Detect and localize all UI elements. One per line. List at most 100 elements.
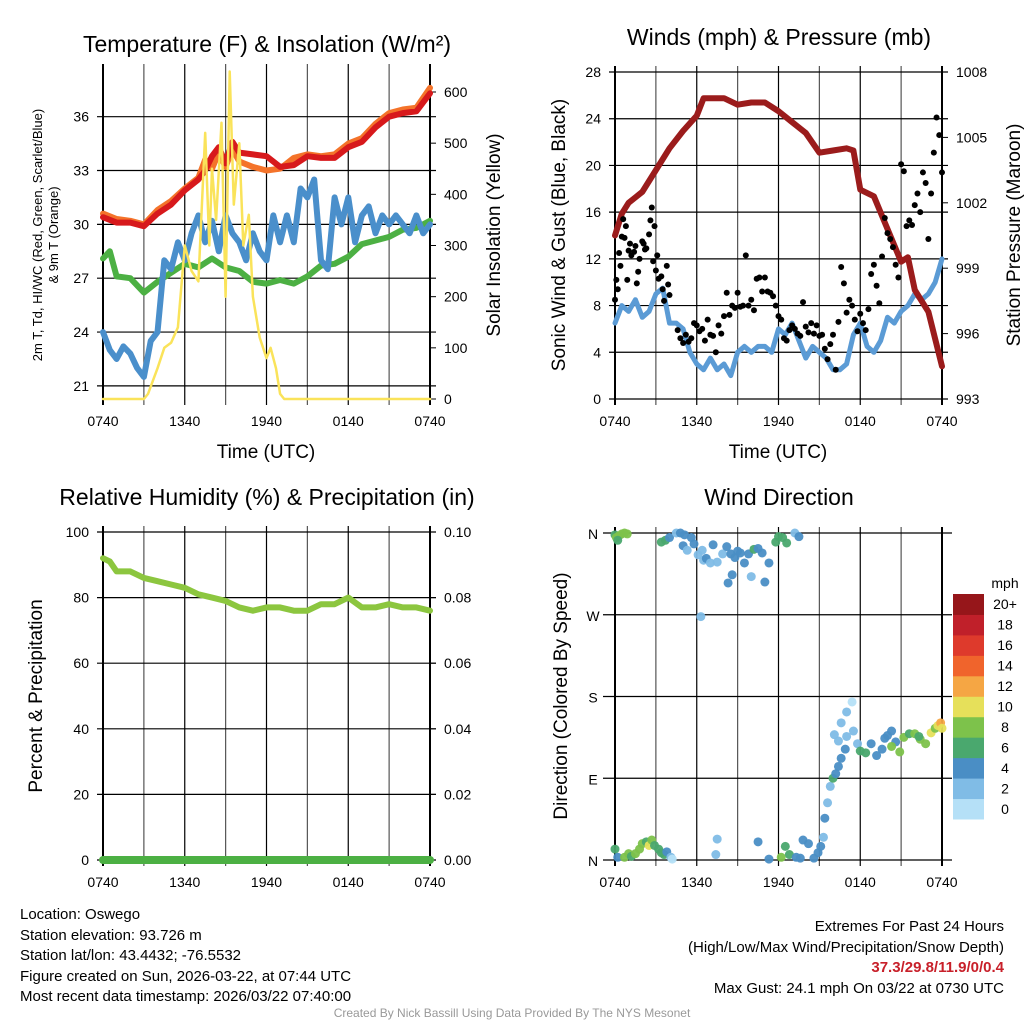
gust-point [909,221,916,228]
gust-point [830,331,836,338]
max-gust-text: Max Gust: 24.1 mph On 03/22 at 0730 UTC [713,979,1004,997]
y-axis-label-direction: Direction (Colored By Speed) [551,572,572,819]
x-tick-label: 0740 [926,413,957,429]
colorbar-label: 20+ [993,596,1017,612]
gust-point [832,366,839,373]
gust-point [616,250,623,257]
y2-tick-label: 999 [956,260,980,276]
y-tick-label: N [588,526,598,542]
gust-point [704,316,711,323]
direction-point [656,537,666,547]
gust-point [654,252,661,259]
y-tick-label: 8 [593,298,601,314]
x-axis-label-temperature: Time (UTC) [217,442,316,463]
y2-tick-label: 500 [444,135,468,151]
gust-point [914,190,921,197]
gust-point [824,356,831,363]
gust-point [731,304,738,311]
gust-point [620,216,627,223]
colorbar-label: 0 [1001,801,1009,817]
gust-point [859,320,866,327]
y2-tick-label: 0.02 [444,786,471,802]
gust-point [693,322,700,329]
y-tick-label: 24 [73,324,89,340]
y-tick-label: 60 [73,655,89,671]
gust-point [881,214,888,221]
gust-point [658,273,665,280]
colorbar-bin [953,634,984,656]
y-tick-label: 36 [73,109,89,125]
gust-point [740,302,747,309]
colorbar-bin [953,757,984,779]
y-tick-label: N [588,853,598,869]
direction-point [842,707,852,717]
y-axis-label-humidity: Percent & Precipitation [26,599,47,792]
x-tick-label: 1340 [681,413,712,429]
gust-point [659,286,666,293]
direction-point [861,748,871,758]
direction-point [816,841,826,851]
direction-point [937,723,947,733]
series-line-solar-insolation [101,70,432,401]
gust-point [900,168,907,175]
gust-point [876,300,883,307]
gust-point [906,217,913,224]
y-tick-label: 0 [593,391,601,407]
chart-title-temperature: Temperature (F) & Insolation (W/m²) [83,31,451,57]
gust-point [802,323,809,330]
x-tick-label: 0140 [333,413,364,429]
y2-tick-label: 300 [444,238,468,254]
chart-title-wind-direction: Wind Direction [704,484,854,510]
gust-point [631,248,638,255]
y2-tick-label: 1005 [956,129,987,145]
gust-point [840,280,847,287]
gust-point [889,244,896,251]
direction-point [697,545,707,555]
gust-point [715,322,722,329]
x-tick-label: 1940 [763,874,794,890]
x-tick-label: 0740 [414,413,445,429]
gust-point [674,327,681,334]
gust-point [699,325,706,332]
extremes-values: 37.3/29.8/11.9/0/0.4 [871,959,1004,976]
direction-point [760,577,770,587]
gust-point [665,281,672,288]
gust-point [718,330,725,337]
gust-point [791,325,798,332]
direction-point [872,751,882,761]
gust-point [851,316,858,323]
y-tick-label: 12 [585,251,601,267]
gust-point [712,349,719,356]
gust-point [680,339,687,346]
gust-point [819,331,826,338]
colorbar-title: mph [991,575,1018,591]
x-tick-label: 0740 [87,874,118,890]
chart-wind: 0 4 8 12 16 20 24 28 993 996 999 1002 1005 1008 0740 13… [585,64,987,429]
gust-point [661,297,668,304]
y2-tick-label: 400 [444,186,468,202]
gust-point [849,302,856,309]
direction-point [696,612,706,622]
colorbar-bin [953,716,984,738]
y-axis-label-temperature-line2: & 9m T (Orange) [46,186,61,283]
x-tick-label: 1940 [251,874,282,890]
y2-tick-label: 0.00 [444,852,471,868]
x-tick-label: 1940 [763,413,794,429]
station-info: Location: Oswego Station elevation: 93.7… [20,905,351,1008]
gust-point [895,274,902,281]
direction-point [735,548,745,558]
direction-point [746,572,756,582]
gust-point [710,332,717,339]
colorbar-label: 12 [997,678,1013,694]
y-tick-label: 21 [73,378,89,394]
direction-point [622,529,632,539]
y-tick-label: 30 [73,216,89,232]
credit-text: Created By Nick Bassill Using Data Provi… [333,1006,691,1020]
gust-point [617,262,624,269]
direction-point [610,844,620,854]
series-line-relative-humidity [100,555,433,614]
direction-point [818,832,828,842]
extremes-heading: Extremes For Past 24 Hours [814,918,1004,935]
y2-tick-label: 1008 [956,64,987,80]
direction-point [722,542,732,552]
